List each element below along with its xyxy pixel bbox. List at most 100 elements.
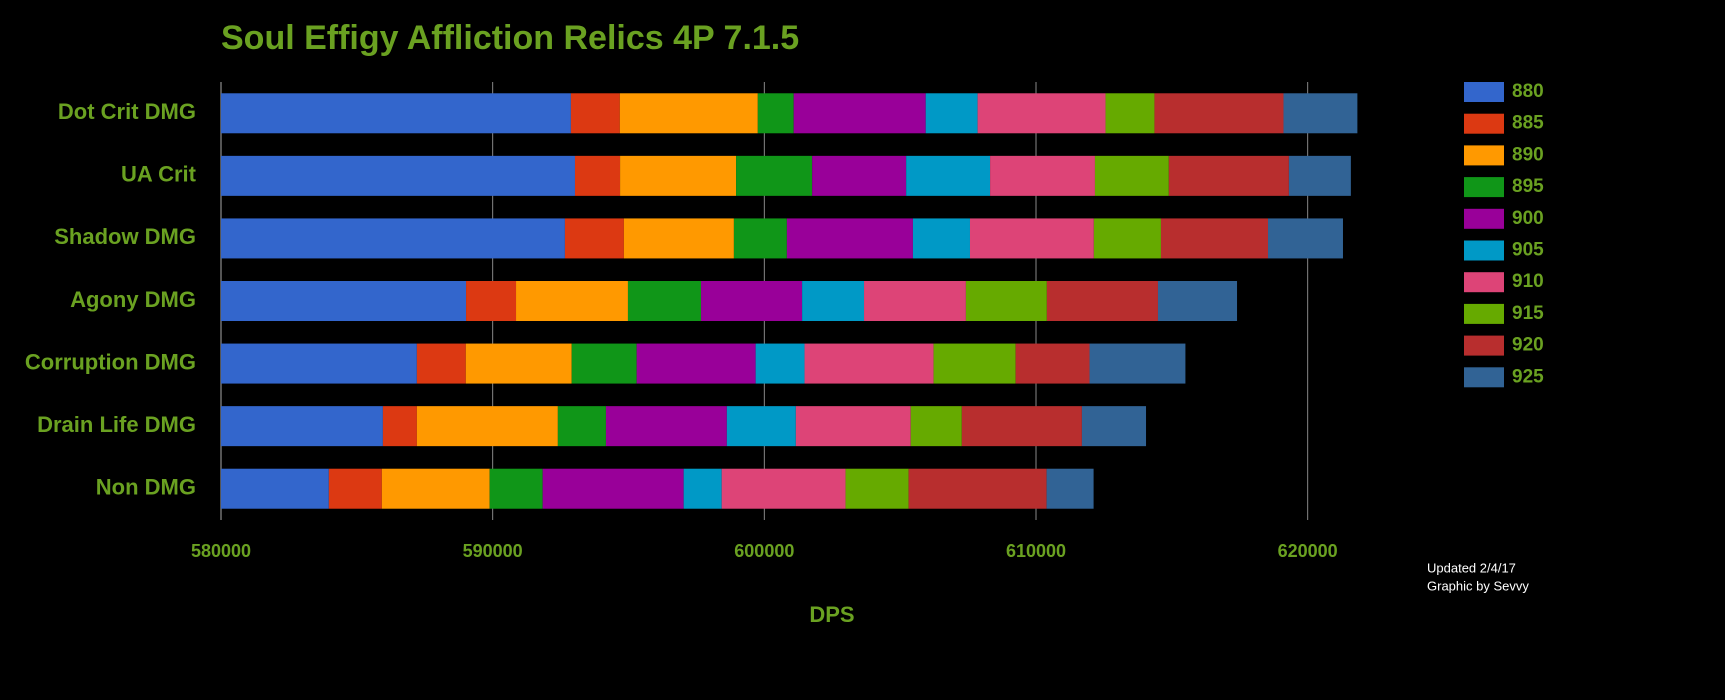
legend-swatch xyxy=(1464,272,1504,293)
bar-segment xyxy=(1094,155,1169,196)
note: Graphic by Sevvy xyxy=(1427,578,1529,593)
bar-segment xyxy=(701,281,803,321)
x-tick-label: 580000 xyxy=(191,541,251,561)
bar-segment xyxy=(1160,218,1269,259)
bar-segment xyxy=(570,93,620,134)
bar-segment xyxy=(795,406,911,447)
bar-segment xyxy=(627,281,702,321)
bar-segment xyxy=(620,155,737,196)
legend-swatch xyxy=(1464,145,1504,166)
bar-segment xyxy=(221,155,575,196)
bar-segment xyxy=(328,468,382,509)
legend-label: 920 xyxy=(1512,335,1544,356)
x-tick-label: 610000 xyxy=(1006,541,1066,561)
bar-segment xyxy=(382,406,417,447)
bar-segment xyxy=(908,468,1047,509)
legend-label: 915 xyxy=(1512,303,1544,324)
bar-segment xyxy=(864,281,966,321)
bar-segment xyxy=(542,468,684,509)
bar-segment xyxy=(793,93,926,134)
bar-segment xyxy=(619,93,758,134)
legend-label: 910 xyxy=(1512,271,1544,292)
y-tick-label: Non DMG xyxy=(96,475,196,500)
bar-segment xyxy=(571,343,637,384)
note: Updated 2/4/17 xyxy=(1427,560,1516,575)
y-tick-label: UA Crit xyxy=(121,162,197,187)
bar-segment xyxy=(221,343,417,384)
y-tick-label: Corruption DMG xyxy=(25,349,196,374)
legend-swatch xyxy=(1464,240,1504,261)
bar-segment xyxy=(381,468,490,509)
bar-segment xyxy=(605,406,727,447)
bar-segment xyxy=(1046,281,1158,321)
bar-segment xyxy=(1093,218,1161,259)
legend-swatch xyxy=(1464,113,1504,134)
x-axis-label: DPS xyxy=(809,602,854,627)
legend-swatch xyxy=(1464,335,1504,356)
bar-segment xyxy=(969,218,1094,259)
bar-segment xyxy=(564,218,624,259)
bar-segment xyxy=(636,343,756,384)
x-tick-label: 590000 xyxy=(463,541,523,561)
bar-segment xyxy=(557,406,606,447)
bar-segment xyxy=(1168,155,1289,196)
bar-segment xyxy=(1081,406,1147,447)
bar-segment xyxy=(757,93,794,134)
legend-swatch xyxy=(1464,367,1504,388)
bar-segment xyxy=(965,281,1047,321)
legend-label: 925 xyxy=(1512,366,1544,387)
bar-segment xyxy=(845,468,909,509)
bar-segment xyxy=(465,343,572,384)
legend-label: 895 xyxy=(1512,176,1544,197)
bar-segment xyxy=(721,468,846,509)
bar-segment xyxy=(221,281,467,321)
y-tick-label: Drain Life DMG xyxy=(37,412,196,437)
bar-segment xyxy=(961,406,1082,447)
bar-segment xyxy=(910,406,962,447)
bar-segment xyxy=(736,155,813,196)
legend-label: 890 xyxy=(1512,144,1544,165)
y-tick-label: Shadow DMG xyxy=(54,224,196,249)
bar-segment xyxy=(1157,281,1238,321)
bar-segment xyxy=(912,218,970,259)
bar-segment xyxy=(1283,93,1358,134)
bar-segment xyxy=(1105,93,1155,134)
bar-segment xyxy=(416,406,558,447)
bar-segment xyxy=(623,218,734,259)
bar-segment xyxy=(466,281,517,321)
bar-segment xyxy=(786,218,913,259)
bar-segment xyxy=(416,343,466,384)
x-tick-label: 620000 xyxy=(1278,541,1338,561)
chart-title: Soul Effigy Affliction Relics 4P 7.1.5 xyxy=(221,19,799,57)
bar-segment xyxy=(574,155,621,196)
x-tick-label: 600000 xyxy=(734,541,794,561)
bar-segment xyxy=(733,218,787,259)
legend-swatch xyxy=(1464,303,1504,324)
bar-segment xyxy=(925,93,978,134)
bar-segment xyxy=(802,281,865,321)
bar-segment xyxy=(1154,93,1284,134)
bar-segment xyxy=(755,343,805,384)
legend-label: 885 xyxy=(1512,113,1544,134)
bar-segment xyxy=(221,468,329,509)
bar-segment xyxy=(516,281,628,321)
legend-label: 900 xyxy=(1512,208,1544,229)
legend-label: 905 xyxy=(1512,240,1544,261)
bar-segment xyxy=(804,343,934,384)
bar-segment xyxy=(683,468,722,509)
legend-swatch xyxy=(1464,208,1504,229)
bar-segment xyxy=(933,343,1016,384)
bar-segment xyxy=(221,218,565,259)
bar-segment xyxy=(489,468,543,509)
bar-segment xyxy=(1268,218,1343,259)
bar-segment xyxy=(221,406,383,447)
bar-segment xyxy=(906,155,991,196)
bar-segment xyxy=(812,155,907,196)
y-tick-label: Dot Crit DMG xyxy=(58,99,196,124)
bar-segment xyxy=(1015,343,1090,384)
legend-label: 880 xyxy=(1512,81,1544,102)
bar-segment xyxy=(1288,155,1351,196)
bar-segment xyxy=(1089,343,1186,384)
bar-segment xyxy=(990,155,1095,196)
